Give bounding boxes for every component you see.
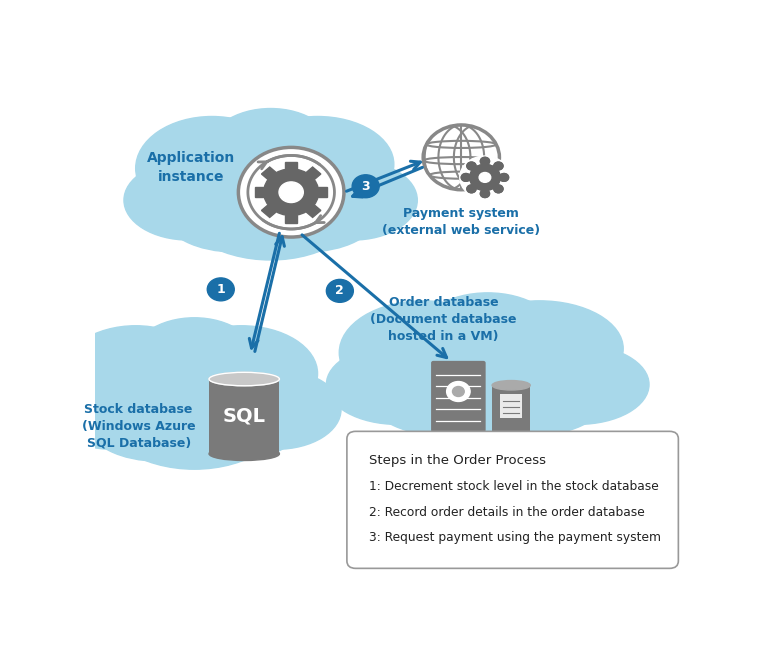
Circle shape [459,156,510,199]
Bar [261,205,276,217]
FancyBboxPatch shape [500,395,522,419]
Circle shape [467,162,476,170]
Ellipse shape [456,301,623,397]
Circle shape [494,185,503,193]
Ellipse shape [288,160,417,240]
Text: Steps in the Order Process: Steps in the Order Process [369,454,546,466]
FancyBboxPatch shape [347,432,678,568]
Text: 1: Decrement stock level in the stock database: 1: Decrement stock level in the stock da… [369,479,659,492]
Circle shape [279,182,304,203]
Bar [285,215,297,223]
Circle shape [467,185,476,193]
Ellipse shape [95,334,294,469]
FancyBboxPatch shape [431,361,486,432]
Ellipse shape [235,181,376,252]
Ellipse shape [165,325,318,421]
Text: 3: Request payment using the payment system: 3: Request payment using the payment sys… [369,531,661,545]
Circle shape [447,382,470,401]
Circle shape [238,148,344,237]
Ellipse shape [492,380,530,390]
Ellipse shape [241,116,394,212]
Circle shape [467,185,476,193]
Circle shape [469,164,500,190]
Circle shape [479,173,491,182]
Ellipse shape [130,318,259,406]
Bar [319,187,327,197]
Ellipse shape [59,325,212,430]
Circle shape [453,386,464,397]
Text: 1: 1 [217,283,225,296]
Circle shape [481,190,490,197]
Circle shape [263,169,319,215]
Bar [285,162,297,169]
Ellipse shape [507,345,649,424]
Ellipse shape [212,369,341,449]
Ellipse shape [159,389,300,461]
Text: 2: 2 [335,285,344,298]
Text: 3: 3 [361,180,370,193]
Ellipse shape [209,372,279,386]
Bar [255,187,264,197]
Text: Payment system
(external web service): Payment system (external web service) [382,207,540,237]
Circle shape [461,173,470,181]
Circle shape [352,175,379,198]
Circle shape [500,173,509,181]
Circle shape [481,157,490,165]
Ellipse shape [89,389,229,461]
FancyBboxPatch shape [492,385,530,433]
Circle shape [500,173,509,181]
Ellipse shape [206,109,335,196]
Circle shape [494,185,503,193]
Circle shape [326,280,354,302]
Text: Order database
(Document database
hosted in a VM): Order database (Document database hosted… [370,296,517,343]
Text: SQL: SQL [223,407,266,426]
Ellipse shape [449,365,604,436]
Text: Stock database
(Windows Azure
SQL Database): Stock database (Windows Azure SQL Databa… [82,403,195,450]
Ellipse shape [326,345,469,424]
Circle shape [479,173,491,182]
Ellipse shape [124,160,253,240]
Ellipse shape [492,428,530,437]
Ellipse shape [136,116,288,220]
Circle shape [494,162,503,170]
Bar [307,205,321,217]
Ellipse shape [416,293,559,380]
Ellipse shape [209,447,279,461]
Circle shape [481,190,490,197]
Text: 2: Record order details in the order database: 2: Record order details in the order dat… [369,505,644,519]
Ellipse shape [339,301,507,404]
Text: Application
instance: Application instance [148,151,235,184]
Circle shape [461,173,470,181]
Ellipse shape [372,365,526,436]
Bar [261,167,276,179]
Circle shape [494,162,503,170]
Circle shape [467,162,476,170]
Ellipse shape [165,181,306,252]
Ellipse shape [48,369,177,449]
Circle shape [469,164,500,190]
Ellipse shape [171,124,370,260]
Circle shape [207,278,234,301]
Circle shape [481,157,490,165]
FancyBboxPatch shape [209,379,279,454]
Bar [307,167,321,179]
Ellipse shape [378,309,597,444]
